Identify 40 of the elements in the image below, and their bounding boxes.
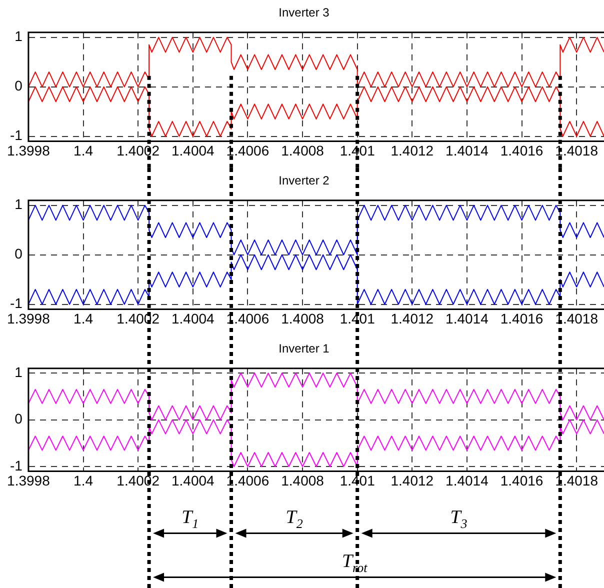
x-tick-label: 1.4002 (116, 472, 160, 488)
x-tick-label: 1.4006 (226, 472, 270, 488)
x-tick-label: 1.4002 (116, 142, 160, 158)
x-tick-label: 1.4012 (390, 472, 434, 488)
y-tick-label: 1 (14, 364, 23, 380)
x-tick-label: 1.4018 (555, 142, 598, 158)
x-tick-label: 1.4018 (555, 472, 598, 488)
x-tick-label: 1.4 (74, 142, 94, 158)
x-tick-label: 1.4016 (500, 472, 544, 488)
x-tick-label: 1.4014 (446, 142, 489, 158)
x-tick-label: 1.4012 (390, 310, 434, 326)
x-tick-label: 1.4004 (171, 142, 215, 158)
chart-title: Inverter 3 (278, 6, 330, 20)
x-tick-label: 1.4008 (281, 472, 324, 488)
x-tick-label: 1.4012 (390, 142, 434, 158)
x-tick-label: 1.401 (340, 142, 376, 158)
y-tick-label: 0 (14, 246, 23, 262)
y-tick-label: 0 (14, 410, 23, 427)
chart-title: Inverter 1 (278, 342, 330, 356)
y-tick-label: -1 (10, 457, 23, 474)
x-tick-label: 1.4014 (446, 310, 489, 326)
y-tick-label: -1 (10, 127, 23, 144)
x-tick-label: 1.4 (74, 310, 94, 326)
x-tick-label: 1.4 (74, 472, 94, 488)
x-tick-label: 1.3998 (7, 142, 50, 158)
y-tick-label: -1 (10, 295, 23, 312)
x-tick-label: 1.4008 (281, 310, 324, 326)
chart-title: Inverter 2 (278, 174, 330, 188)
y-tick-label: 1 (14, 196, 23, 212)
x-tick-label: 1.4004 (171, 472, 215, 488)
x-tick-label: 1.4014 (446, 472, 489, 488)
x-tick-label: 1.4016 (500, 142, 544, 158)
y-tick-label: 1 (14, 28, 23, 44)
x-tick-label: 1.3998 (7, 472, 50, 488)
x-tick-label: 1.4016 (500, 310, 544, 326)
y-tick-label: 0 (14, 78, 23, 94)
x-tick-label: 1.4006 (226, 142, 270, 158)
x-tick-label: 1.4008 (281, 142, 324, 158)
x-tick-label: 1.4004 (171, 310, 215, 326)
x-tick-label: 1.3998 (7, 310, 50, 326)
